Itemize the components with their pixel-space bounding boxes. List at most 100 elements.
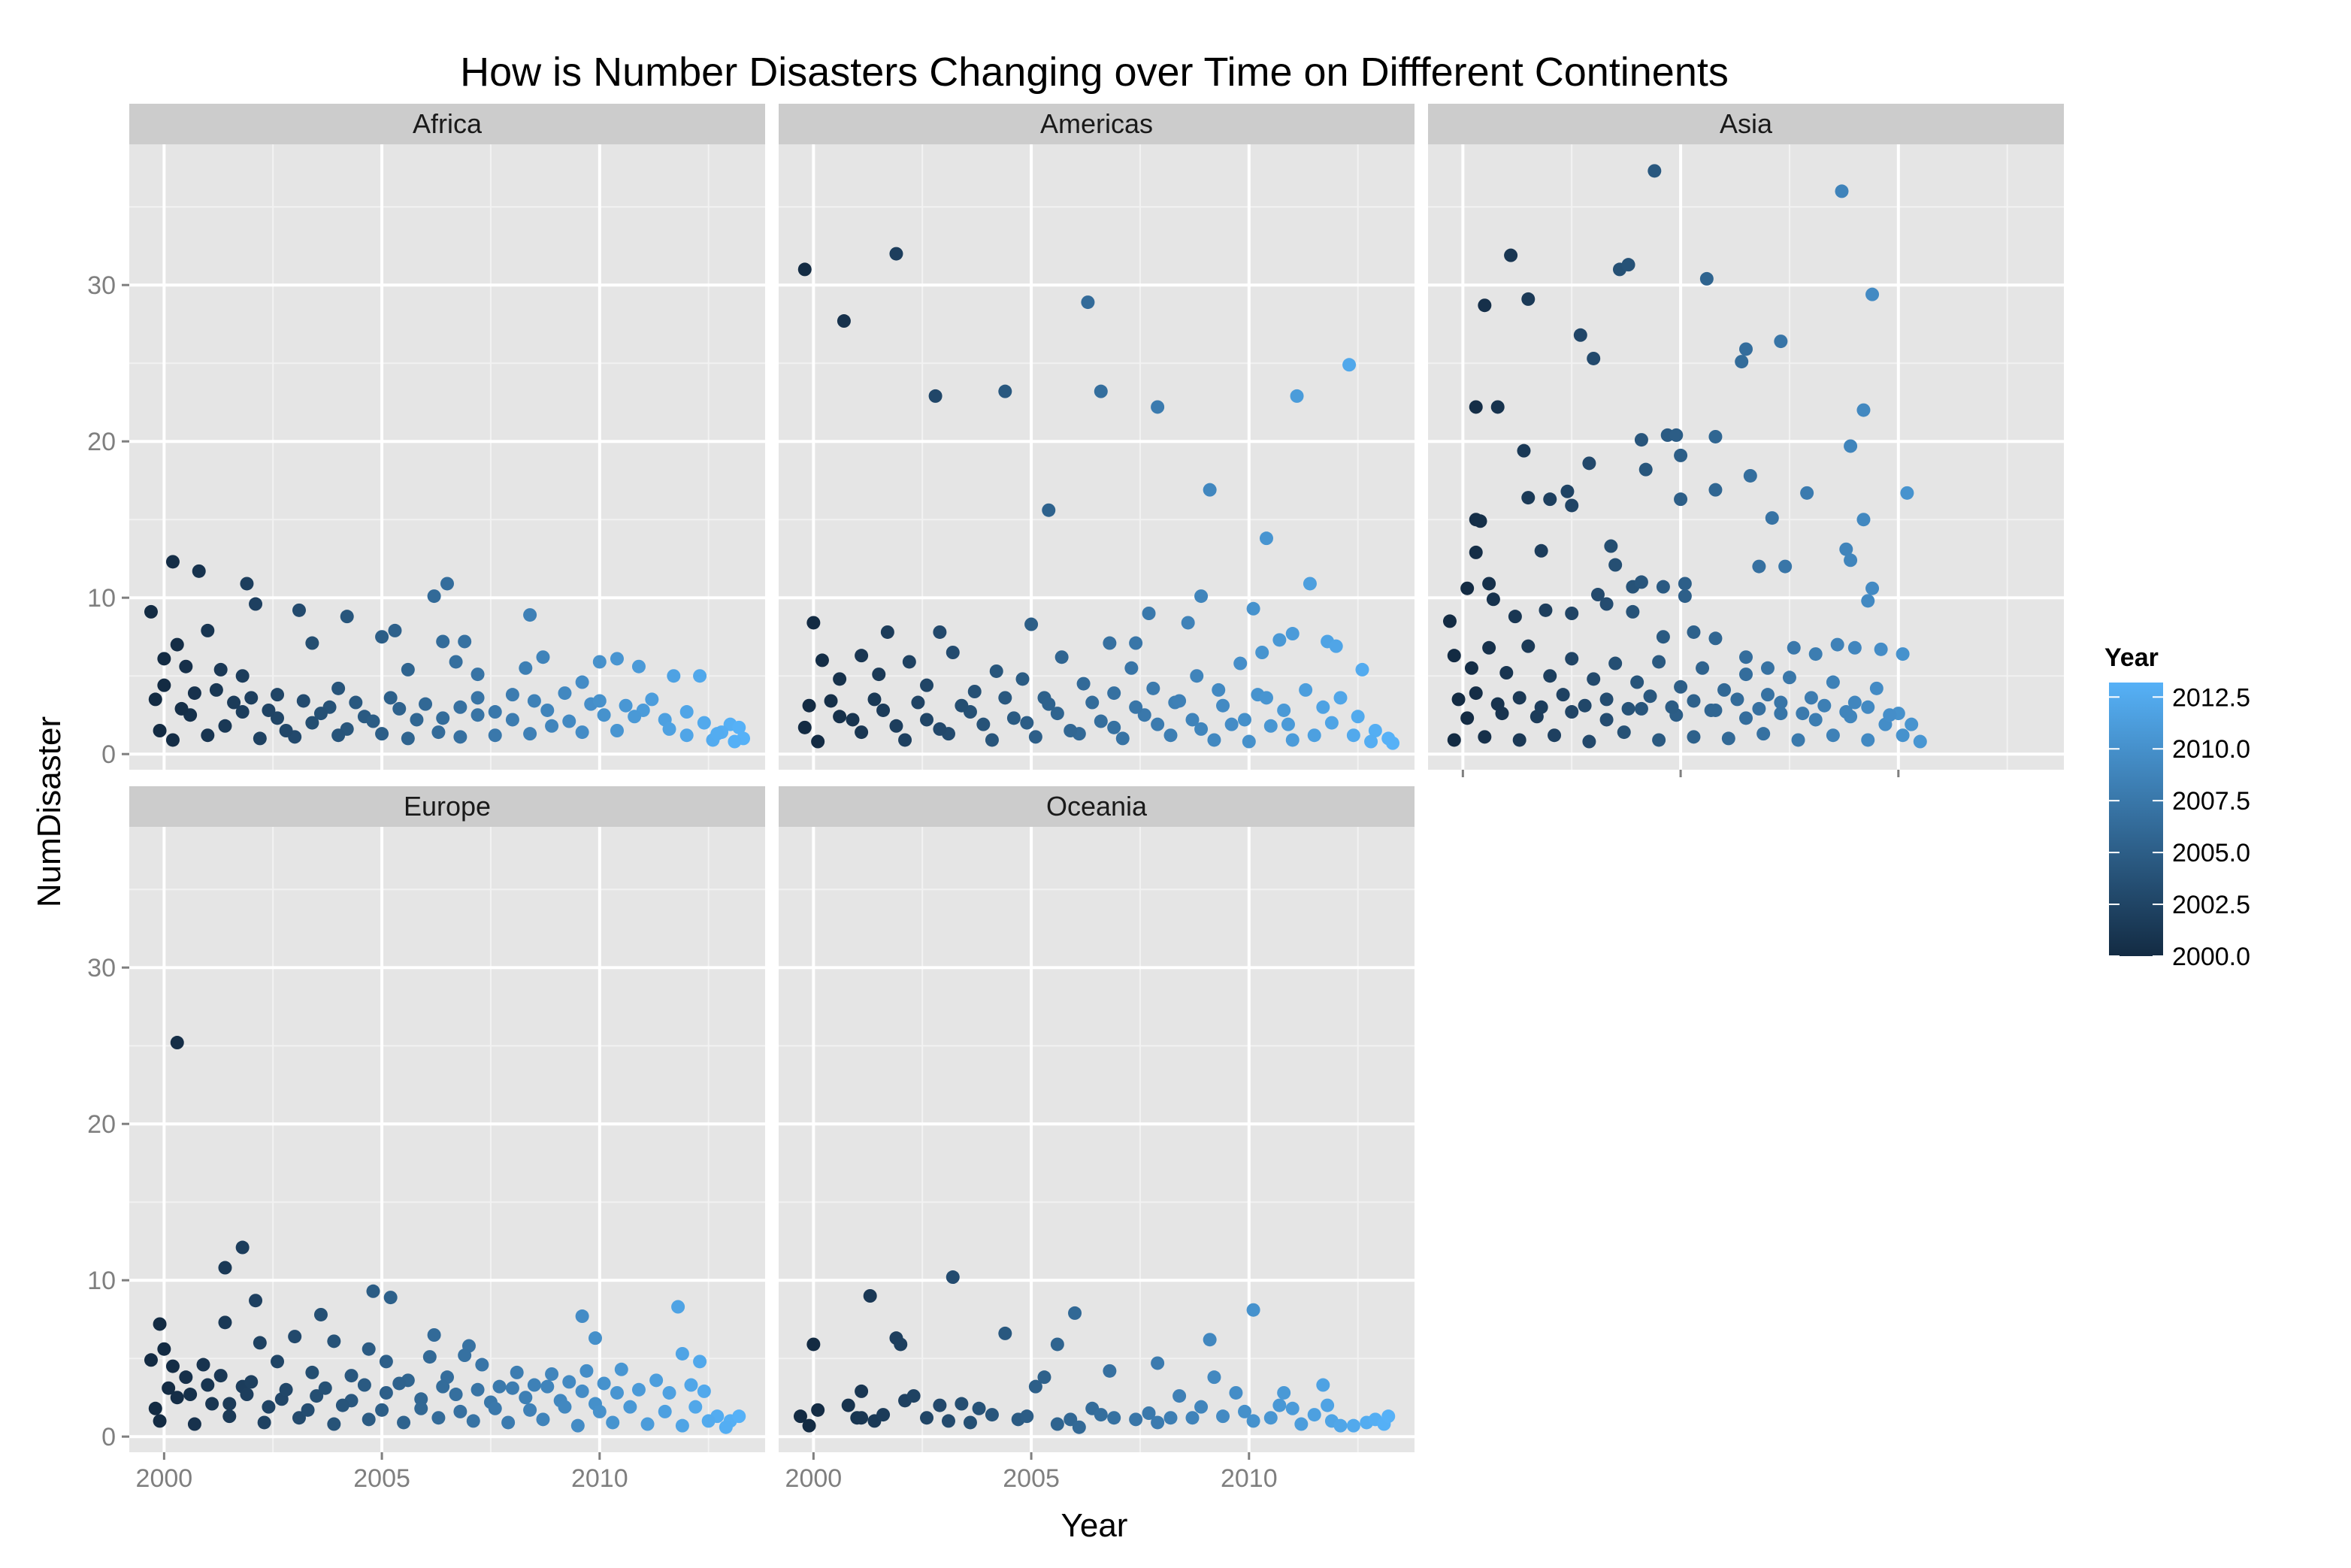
- data-point: [545, 1367, 559, 1381]
- data-point: [313, 707, 328, 721]
- data-point: [963, 1415, 977, 1430]
- data-point: [379, 1385, 393, 1400]
- data-point: [867, 692, 882, 707]
- data-point: [292, 603, 306, 617]
- data-point: [1865, 581, 1880, 595]
- data-point: [976, 717, 991, 731]
- data-point: [1194, 1400, 1209, 1414]
- data-point: [1272, 633, 1287, 647]
- data-point: [614, 1362, 628, 1376]
- data-point: [201, 728, 215, 743]
- data-point: [1386, 736, 1400, 750]
- data-point: [1460, 581, 1475, 595]
- data-point: [1381, 1409, 1396, 1424]
- data-point: [1587, 672, 1601, 686]
- data-point: [1678, 577, 1692, 591]
- data-point: [833, 710, 847, 724]
- data-point: [1203, 1333, 1217, 1347]
- data-point: [375, 1403, 389, 1417]
- data-point: [920, 1411, 934, 1425]
- data-point: [894, 1337, 908, 1352]
- data-point: [471, 708, 485, 722]
- data-point: [562, 1375, 576, 1389]
- data-point: [1548, 728, 1562, 743]
- data-point: [1163, 728, 1178, 743]
- data-point: [1469, 686, 1483, 701]
- data-point: [536, 650, 550, 664]
- data-point: [1324, 716, 1339, 730]
- data-point: [453, 1404, 467, 1418]
- data-point: [1844, 553, 1858, 568]
- data-point: [628, 710, 642, 724]
- data-point: [1024, 617, 1039, 631]
- data-point: [1490, 697, 1505, 711]
- data-point: [1482, 577, 1496, 591]
- data-point: [222, 1409, 237, 1424]
- data-point: [1856, 403, 1871, 417]
- data-point: [492, 1379, 507, 1394]
- facet-strip: [129, 104, 765, 144]
- data-point: [1604, 539, 1618, 553]
- data-point: [1861, 700, 1875, 714]
- data-point: [684, 1378, 698, 1392]
- data-point: [392, 1376, 407, 1391]
- data-point: [728, 734, 742, 749]
- data-point: [401, 731, 415, 746]
- data-point: [183, 1388, 198, 1402]
- data-point: [570, 1418, 585, 1433]
- data-point: [540, 703, 555, 717]
- data-point: [1081, 295, 1095, 310]
- data-point: [157, 652, 171, 666]
- data-point: [1307, 1408, 1321, 1422]
- data-point: [466, 1414, 480, 1428]
- panel-background: [129, 827, 765, 1452]
- data-point: [1708, 483, 1723, 497]
- data-point: [880, 625, 894, 639]
- data-point: [1368, 724, 1382, 737]
- legend-colorbar: [2109, 683, 2163, 956]
- data-point: [1107, 1411, 1121, 1425]
- data-point: [1896, 728, 1910, 743]
- data-point: [1674, 492, 1688, 507]
- data-point: [710, 727, 725, 741]
- data-point: [1687, 694, 1701, 708]
- data-point: [1259, 691, 1273, 705]
- facet-strip: [129, 786, 765, 827]
- y-tick-label: 0: [101, 740, 116, 769]
- data-point: [1687, 625, 1701, 639]
- data-point: [453, 700, 467, 714]
- data-point: [383, 691, 398, 705]
- data-point: [244, 1375, 259, 1389]
- data-point: [1599, 692, 1614, 707]
- data-point: [1621, 701, 1635, 716]
- data-point: [1687, 730, 1701, 744]
- y-axis: 0 10 20 30 0 10 20 30: [87, 271, 129, 1451]
- data-point: [527, 694, 541, 708]
- chart-title: How is Number Disasters Changing over Ti…: [460, 50, 1729, 95]
- data-point: [1826, 728, 1840, 743]
- data-point: [967, 685, 982, 698]
- data-point: [1015, 672, 1030, 686]
- data-point: [222, 1397, 237, 1411]
- data-point: [205, 1397, 219, 1411]
- data-point: [1774, 334, 1788, 349]
- panel-background: [1428, 144, 2064, 770]
- data-point: [1285, 1401, 1300, 1415]
- data-point: [1486, 592, 1500, 607]
- data-point: [1185, 1411, 1200, 1425]
- data-point: [201, 1378, 215, 1392]
- legend-label: 2007.5: [2172, 787, 2250, 816]
- data-point: [1103, 1364, 1117, 1378]
- data-point: [1094, 714, 1108, 728]
- data-point: [1804, 691, 1818, 705]
- data-point: [662, 1385, 676, 1400]
- data-point: [1587, 351, 1601, 365]
- data-point: [1578, 698, 1592, 713]
- data-point: [1050, 707, 1064, 721]
- data-point: [201, 623, 215, 637]
- data-point: [1512, 733, 1526, 747]
- data-point: [1238, 1404, 1252, 1418]
- data-point: [1765, 511, 1779, 525]
- data-point: [505, 1381, 519, 1395]
- data-point: [1656, 630, 1670, 644]
